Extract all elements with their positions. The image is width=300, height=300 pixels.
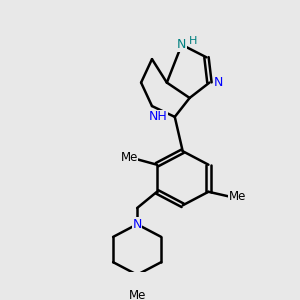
Text: Me: Me [128, 289, 146, 300]
Text: N: N [214, 76, 223, 89]
Text: N: N [177, 38, 186, 51]
Text: H: H [189, 36, 197, 46]
Text: Me: Me [229, 190, 246, 203]
Text: Me: Me [121, 151, 138, 164]
Text: NH: NH [148, 110, 167, 123]
Text: N: N [133, 218, 142, 231]
